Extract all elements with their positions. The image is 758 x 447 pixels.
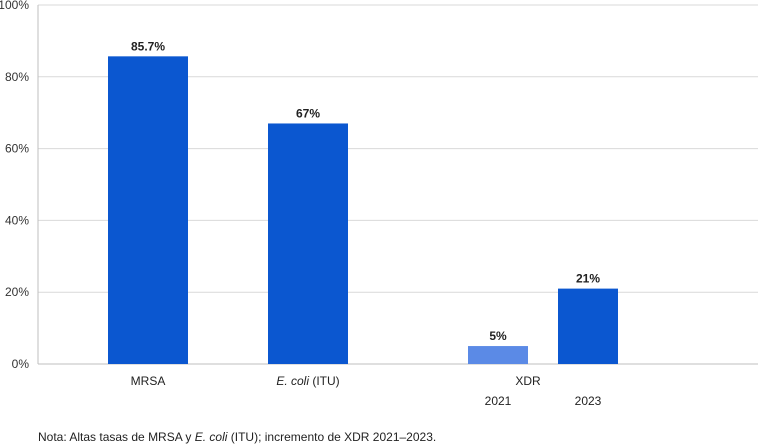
bar-value-label: 5%: [489, 329, 507, 343]
category-label-2023: 2023: [575, 394, 602, 408]
chart-note: Nota: Altas tasas de MRSA y E. coli (ITU…: [38, 430, 436, 444]
bar-value-label: 67%: [296, 106, 320, 120]
bar: [108, 56, 188, 364]
bar: [468, 346, 528, 364]
y-tick-label: 60%: [5, 142, 29, 156]
category-label-mrsa: MRSA: [131, 374, 166, 388]
category-label-ecoli-italic: E. coli: [276, 374, 309, 388]
bar-value-label: 21%: [576, 272, 600, 286]
bar-value-label: 85.7%: [131, 39, 165, 53]
bar: [268, 123, 348, 364]
y-tick-label: 40%: [5, 213, 29, 227]
y-tick-label: 80%: [5, 70, 29, 84]
x-axis-labels: MRSA E. coli (ITU) XDR 2021 2023: [131, 374, 602, 408]
category-label-ecoli: E. coli (ITU): [276, 374, 339, 388]
group-label-xdr: XDR: [515, 374, 541, 388]
category-label-2021: 2021: [485, 394, 512, 408]
note-italic: E. coli: [195, 430, 228, 444]
note-suffix: (ITU); incremento de XDR 2021–2023.: [227, 430, 436, 444]
y-tick-label: 0%: [12, 357, 30, 371]
category-label-ecoli-rest: (ITU): [309, 374, 340, 388]
bar: [558, 288, 618, 364]
bars: [108, 56, 618, 364]
y-tick-label: 100%: [0, 0, 29, 12]
y-axis-ticks: 0% 20% 40% 60% 80% 100%: [0, 0, 29, 371]
note-prefix: Nota: Altas tasas de MRSA y: [38, 430, 195, 444]
y-tick-label: 20%: [5, 285, 29, 299]
data-labels: 85.7% 67% 5% 21%: [131, 39, 600, 343]
